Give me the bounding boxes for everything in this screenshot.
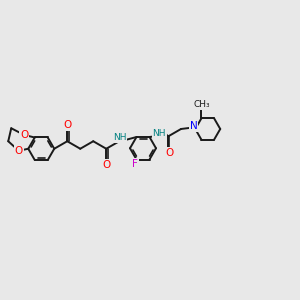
Text: N: N: [190, 121, 197, 131]
Text: NH: NH: [113, 133, 127, 142]
Text: CH₃: CH₃: [194, 100, 210, 109]
Text: O: O: [165, 148, 173, 158]
Text: O: O: [20, 130, 28, 140]
Text: NH: NH: [152, 129, 166, 138]
Text: O: O: [15, 146, 23, 156]
Text: F: F: [132, 159, 138, 169]
Text: O: O: [102, 160, 110, 170]
Text: O: O: [63, 120, 71, 130]
